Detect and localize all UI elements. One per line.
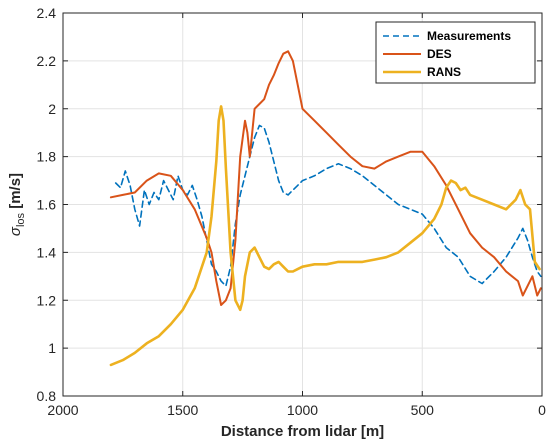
x-tick-label: 0 xyxy=(538,402,546,418)
y-axis-unit: [m/s] xyxy=(7,173,24,213)
series-line-rans xyxy=(109,105,541,367)
x-tick-label: 500 xyxy=(411,402,435,418)
y-axis-symbol: σ xyxy=(7,226,24,236)
legend-label-des: DES xyxy=(427,47,452,61)
y-tick-label: 1.6 xyxy=(37,197,57,213)
y-axis-label: σlos [m/s] xyxy=(7,173,27,236)
x-tick-label: 1500 xyxy=(167,402,198,418)
x-tick-label: 2000 xyxy=(47,402,78,418)
x-axis-label: Distance from lidar [m] xyxy=(221,423,384,440)
y-tick-label: 2 xyxy=(48,101,56,117)
y-tick-label: 1 xyxy=(48,340,56,356)
series-layer xyxy=(109,50,542,367)
legend-label-measurements: Measurements xyxy=(427,29,511,43)
y-tick-label: 0.8 xyxy=(37,388,57,404)
series-line-measurements xyxy=(114,124,542,287)
y-tick-label: 2.2 xyxy=(37,53,57,69)
legend-label-rans: RANS xyxy=(427,65,461,79)
x-tick-label: 1000 xyxy=(287,402,318,418)
series-line-des xyxy=(109,50,542,306)
y-tick-label: 1.4 xyxy=(37,244,57,260)
tick-labels: 2000 1500 1000 500 0 0.8 1 1.2 1.4 1.6 1.8 2 2.2 2.4 xyxy=(37,5,547,418)
y-tick-label: 2.4 xyxy=(37,5,57,21)
y-tick-label: 1.8 xyxy=(37,149,57,165)
legend: Measurements DES RANS xyxy=(375,21,536,84)
y-axis-subscript: los xyxy=(15,212,27,227)
tick-marks xyxy=(62,12,543,397)
y-tick-label: 1.2 xyxy=(37,292,57,308)
